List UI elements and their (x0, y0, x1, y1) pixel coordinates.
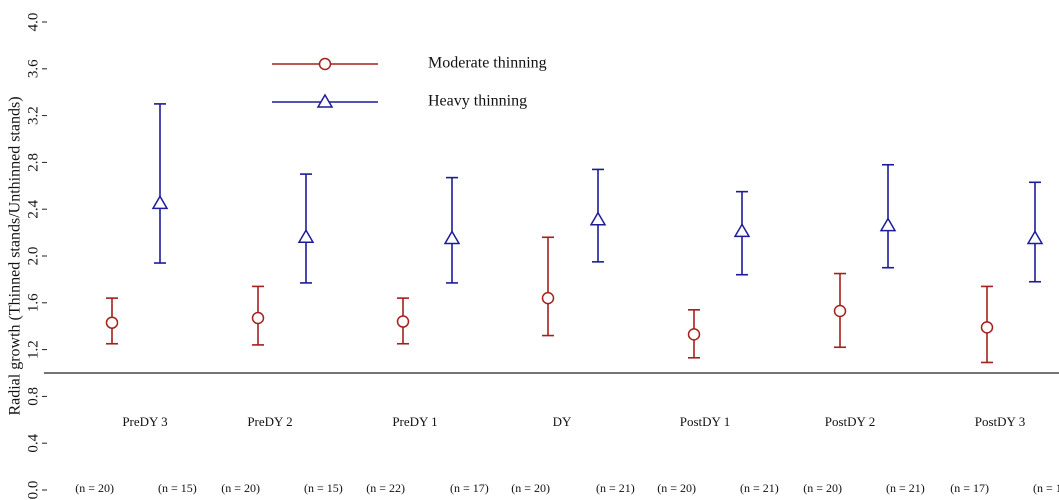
y-tick-label: 0.4 (25, 433, 41, 452)
point (1026, 229, 1044, 245)
x-tick-label: DY (553, 414, 572, 429)
point (541, 291, 555, 305)
n-label: (n = 15) (304, 481, 343, 495)
y-tick-label: 2.0 (25, 247, 41, 266)
legend-marker (318, 57, 332, 71)
x-tick-label: PreDY 2 (247, 414, 292, 429)
n-label: (n = 15) (158, 481, 197, 495)
x-tick-label: PreDY 3 (122, 414, 167, 429)
y-tick-label: 2.8 (25, 153, 41, 172)
point (589, 211, 607, 226)
n-label: (n = 19) (1033, 481, 1059, 495)
legend-label: Moderate thinning (428, 55, 547, 72)
x-tick-label: PostDY 3 (975, 414, 1025, 429)
n-label: (n = 20) (221, 481, 260, 495)
n-label: (n = 20) (75, 481, 114, 495)
point (251, 311, 265, 325)
x-tick-label: PostDY 2 (825, 414, 875, 429)
legend-label: Heavy thinning (428, 93, 527, 110)
point (105, 316, 119, 329)
point (297, 228, 315, 244)
point (443, 229, 461, 245)
legend-marker (316, 93, 334, 108)
y-tick-label: 3.2 (25, 106, 41, 125)
n-label: (n = 21) (596, 481, 635, 495)
x-tick-label: PostDY 1 (680, 414, 730, 429)
y-tick-label: 2.4 (25, 199, 41, 218)
n-label: (n = 17) (450, 481, 489, 495)
y-tick-label: 1.2 (25, 340, 41, 359)
y-tick-label: 3.6 (25, 59, 41, 78)
point (879, 217, 897, 232)
y-tick-label: 1.6 (25, 293, 41, 312)
y-axis-label: Radial growth (Thinned stands/Unthinned … (7, 96, 24, 415)
point (396, 315, 410, 328)
n-label: (n = 20) (803, 481, 842, 495)
point (687, 328, 701, 341)
n-label: (n = 22) (366, 481, 405, 495)
x-tick-label: PreDY 1 (392, 414, 437, 429)
point (733, 222, 751, 238)
n-label: (n = 21) (886, 481, 925, 495)
y-tick-label: 0.0 (25, 481, 41, 500)
y-tick-label: 0.8 (25, 387, 41, 406)
point (980, 321, 994, 334)
y-tick-label: 4.0 (25, 13, 41, 32)
n-label: (n = 20) (511, 481, 550, 495)
n-label: (n = 21) (740, 481, 779, 495)
point (151, 194, 169, 210)
n-label: (n = 20) (657, 481, 696, 495)
point (833, 304, 847, 318)
n-label: (n = 17) (950, 481, 989, 495)
